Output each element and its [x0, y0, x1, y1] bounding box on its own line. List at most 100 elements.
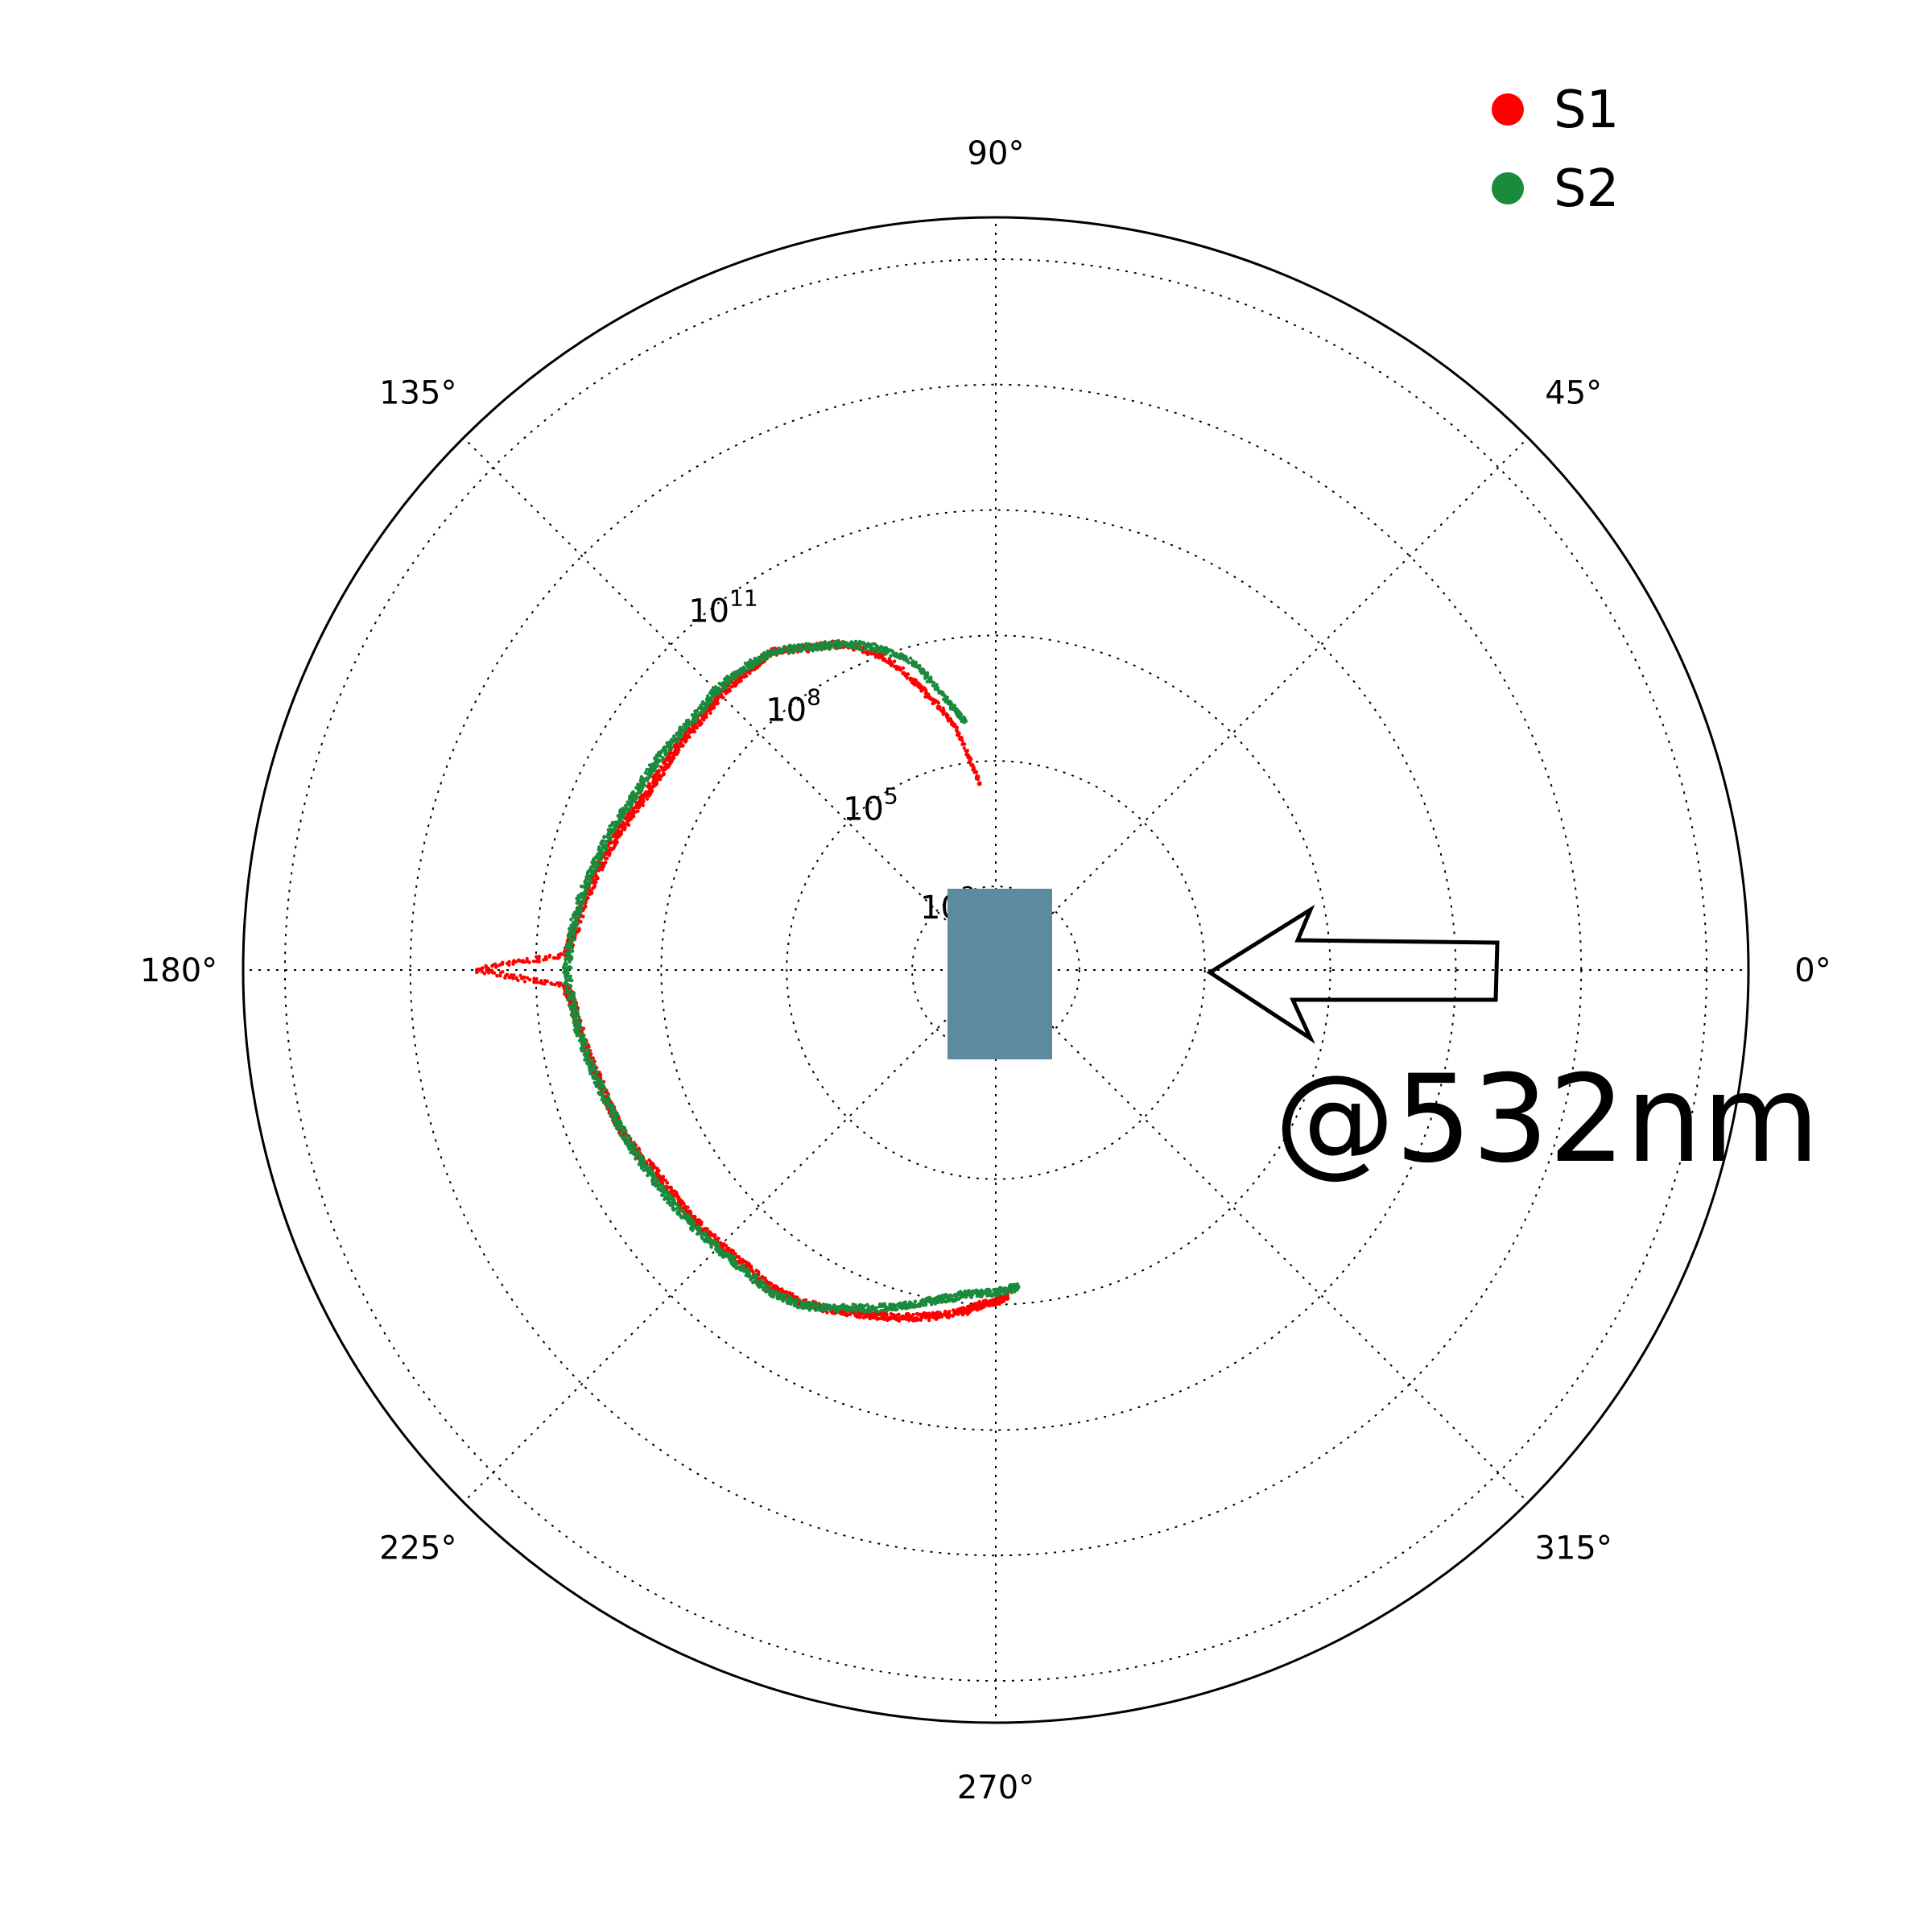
data-point: [634, 1154, 638, 1158]
data-point: [638, 795, 642, 799]
data-point: [796, 646, 801, 650]
data-point: [662, 772, 666, 776]
data-point: [590, 861, 594, 865]
data-point: [835, 1306, 840, 1311]
data-point: [927, 1295, 932, 1300]
data-point: [599, 857, 604, 861]
data-point: [612, 834, 616, 839]
data-point: [894, 1313, 899, 1318]
data-point: [569, 1008, 573, 1012]
data-point: [783, 1293, 788, 1297]
r-gridline: [786, 760, 1206, 1180]
data-point: [537, 960, 541, 964]
data-point: [745, 664, 749, 668]
data-point: [988, 1290, 993, 1294]
data-point: [950, 722, 954, 727]
data-point: [713, 685, 718, 689]
data-point: [644, 777, 649, 781]
data-point: [482, 972, 487, 976]
data-point: [950, 1294, 954, 1298]
data-point: [609, 1113, 613, 1117]
data-point: [564, 951, 568, 956]
data-point: [808, 647, 812, 651]
data-point: [723, 1254, 728, 1258]
data-point: [738, 1257, 743, 1262]
data-point: [670, 1189, 675, 1193]
data-point: [894, 1307, 899, 1312]
data-point: [642, 783, 646, 787]
data-point: [697, 721, 702, 726]
data-point: [651, 775, 655, 779]
data-point: [731, 1249, 735, 1253]
data-point: [908, 656, 913, 660]
data-point: [569, 917, 573, 922]
data-point: [624, 1129, 628, 1133]
data-point: [616, 823, 620, 827]
data-point: [917, 1302, 921, 1307]
data-point: [766, 1284, 771, 1289]
data-point: [582, 1034, 586, 1038]
data-point: [993, 1302, 998, 1307]
data-point: [600, 868, 605, 872]
data-point: [755, 662, 760, 666]
data-point: [626, 803, 630, 807]
legend: S1 S2: [1492, 80, 1619, 219]
data-point: [748, 1274, 752, 1278]
data-point: [854, 1309, 859, 1314]
data-point: [804, 643, 808, 647]
data-point: [886, 649, 890, 654]
data-point: [531, 959, 536, 964]
data-point: [683, 739, 687, 743]
series-s1: [474, 639, 1010, 1323]
data-point: [679, 738, 683, 742]
data-point: [916, 684, 920, 688]
data-point: [719, 687, 724, 692]
data-point: [897, 1319, 901, 1323]
data-point: [850, 1305, 855, 1310]
data-point: [663, 745, 667, 749]
data-point: [601, 1100, 606, 1104]
data-point: [696, 713, 700, 718]
data-point: [923, 675, 927, 679]
data-point: [836, 1309, 840, 1314]
data-point: [746, 661, 751, 665]
data-point: [878, 650, 883, 654]
data-point: [708, 711, 712, 716]
data-point: [698, 711, 702, 715]
data-point: [651, 1178, 656, 1182]
data-point: [952, 724, 957, 729]
data-point: [572, 933, 576, 938]
data-point: [923, 1302, 928, 1307]
data-point: [886, 660, 890, 664]
legend-label-s2: S2: [1554, 159, 1619, 219]
data-point: [733, 683, 737, 688]
data-point: [733, 1252, 737, 1256]
data-point: [916, 1312, 920, 1316]
data-point: [626, 1140, 631, 1144]
data-point: [824, 1307, 829, 1311]
theta-tick-label: 225°: [379, 1530, 456, 1567]
data-point: [665, 1181, 670, 1185]
data-point: [667, 1192, 672, 1197]
data-point: [883, 651, 887, 655]
data-point: [655, 763, 660, 768]
data-point: [839, 1307, 844, 1311]
data-point: [934, 686, 938, 691]
data-point: [495, 974, 499, 978]
r-tick-label: 105: [843, 782, 898, 828]
data-point: [576, 905, 580, 910]
data-point: [684, 1213, 688, 1218]
data-point: [857, 646, 861, 650]
data-point: [601, 839, 605, 844]
data-point: [988, 1292, 992, 1296]
data-point: [568, 984, 572, 988]
r-gridline: [911, 886, 1080, 1055]
data-point: [516, 978, 520, 983]
data-point: [712, 1234, 716, 1239]
data-point: [605, 835, 609, 839]
data-point: [941, 706, 945, 710]
theta-tick-label: 270°: [957, 1769, 1034, 1806]
data-point: [845, 1312, 849, 1317]
data-point: [567, 935, 571, 939]
data-point: [575, 1034, 579, 1038]
